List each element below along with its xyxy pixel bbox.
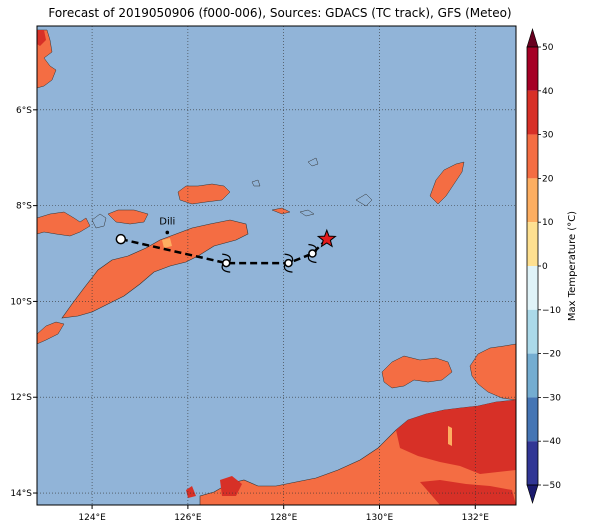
colorbar-tick-label: −20 bbox=[542, 350, 561, 360]
graticule bbox=[37, 26, 516, 505]
colorbar-segment bbox=[527, 441, 538, 485]
colorbar-tick-label: 0 bbox=[542, 262, 548, 272]
colorbar-tick-label: −40 bbox=[542, 437, 561, 447]
colorbar-tick-label: 50 bbox=[542, 43, 554, 53]
lat-tick-label: 10°S bbox=[10, 297, 32, 307]
colorbar-extend-max bbox=[526, 27, 539, 48]
lat-tick-label: 14°S bbox=[10, 489, 32, 499]
land-flores-east bbox=[37, 211, 91, 237]
colorbar-tick-label: −50 bbox=[542, 481, 561, 491]
track-start-point bbox=[115, 233, 127, 245]
colorbar-segment bbox=[527, 47, 538, 91]
land-tiwi bbox=[381, 355, 453, 389]
lon-tick-label: 128°E bbox=[270, 513, 298, 523]
cyclone-track bbox=[115, 228, 337, 273]
lat-tick-label: 8°S bbox=[16, 202, 32, 212]
colorbar-extend-min bbox=[526, 484, 539, 505]
land-timor bbox=[61, 219, 249, 319]
colorbar-tick-label: −10 bbox=[542, 306, 561, 316]
land-tanimbar bbox=[429, 161, 465, 205]
colorbar-segment bbox=[527, 397, 538, 442]
land-alor bbox=[107, 209, 149, 225]
colorbar-tick-label: 20 bbox=[542, 174, 554, 184]
colorbar-segment bbox=[527, 134, 538, 179]
lon-tick-label: 126°E bbox=[174, 513, 202, 523]
land-arnhem-north bbox=[469, 343, 516, 401]
city-label: Dili bbox=[159, 216, 175, 227]
map-title: Forecast of 2019050906 (f000-006), Sourc… bbox=[48, 6, 512, 20]
colorbar-tick-label: −30 bbox=[542, 393, 561, 403]
colorbar-segment bbox=[527, 90, 538, 135]
map-frame bbox=[36, 25, 517, 506]
land-topleft bbox=[37, 29, 57, 89]
colorbar-tick-label: 10 bbox=[542, 218, 554, 228]
lat-tick-label: 6°S bbox=[16, 106, 32, 116]
colorbar-tick-label: 40 bbox=[542, 87, 554, 97]
lon-tick-label: 132°E bbox=[462, 513, 490, 523]
land-wetar bbox=[177, 183, 231, 205]
colorbar-tick-label: 30 bbox=[542, 131, 554, 141]
track-point bbox=[284, 258, 293, 268]
colorbar-segment bbox=[527, 353, 538, 398]
city-dot bbox=[165, 230, 170, 235]
axis-tick-labels: 124°E 126°E 128°E 130°E 132°E 6°S 8°S 10°S 12°S 1… bbox=[10, 106, 489, 523]
colorbar: 50 40 30 20 10 0 −10 −20 −30 −40 −50 bbox=[526, 27, 561, 505]
colorbar-segment bbox=[527, 309, 538, 354]
track-point bbox=[308, 249, 317, 258]
track-point bbox=[221, 258, 231, 268]
colorbar-segment bbox=[527, 222, 538, 266]
landmasses bbox=[37, 29, 516, 505]
lon-tick-label: 130°E bbox=[366, 513, 394, 523]
city-marker: Dili bbox=[159, 216, 175, 235]
land-sumba-east bbox=[37, 321, 65, 345]
lat-tick-label: 12°S bbox=[10, 393, 32, 403]
star-icon bbox=[316, 228, 337, 248]
colorbar-segment bbox=[527, 266, 538, 310]
colorbar-segment bbox=[527, 178, 538, 223]
lon-tick-label: 124°E bbox=[78, 513, 106, 523]
colorbar-label: Max Temperature (°C) bbox=[567, 211, 578, 321]
